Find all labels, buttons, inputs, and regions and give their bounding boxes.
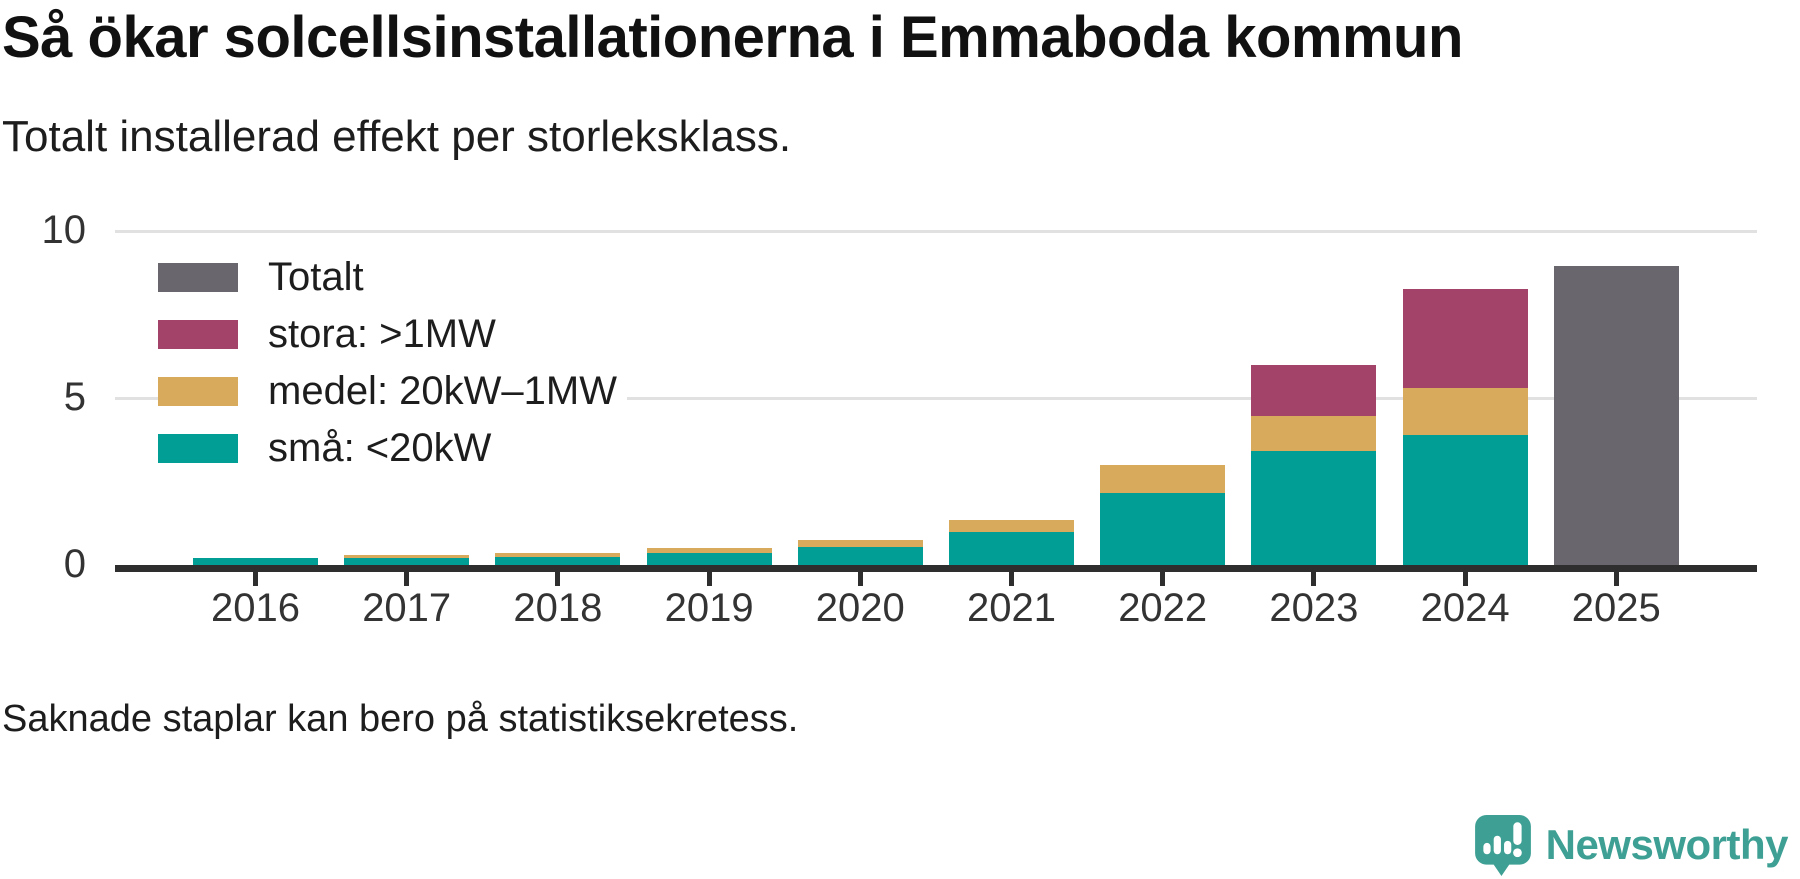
bar-2023-medel (1251, 416, 1377, 452)
x-label-2023: 2023 (1269, 586, 1359, 630)
gridline-y-5 (115, 397, 1757, 400)
x-tick-2024 (1462, 572, 1468, 586)
y-tick-label-0: 0 (63, 542, 86, 586)
x-label-2016: 2016 (211, 586, 300, 630)
x-label-2024: 2024 (1420, 586, 1510, 630)
legend-swatch (158, 433, 238, 463)
bar-2018-små (495, 556, 621, 565)
legend-swatch (158, 376, 238, 406)
legend-label: stora: >1MW (268, 312, 496, 356)
bar-2020-medel (797, 539, 923, 547)
x-label-2019: 2019 (664, 586, 754, 630)
bar-2024-stora (1402, 289, 1528, 388)
legend-item-stora: stora: >1MW (158, 312, 506, 356)
x-tick-2025 (1613, 572, 1619, 586)
legend-swatch (158, 319, 238, 349)
bar-2017-medel (344, 554, 470, 559)
brand-name: Newsworthy (1545, 821, 1789, 868)
chart-subtitle: Totalt installerad effekt per storlekskl… (2, 112, 792, 161)
x-tick-2019 (706, 572, 712, 586)
bar-2023-små (1251, 451, 1377, 565)
y-tick-label-10: 10 (41, 208, 87, 252)
x-label-2017: 2017 (362, 586, 452, 630)
x-label-2022: 2022 (1118, 586, 1208, 630)
x-tick-2017 (404, 572, 410, 586)
bar-2020-små (797, 546, 923, 565)
x-tick-2022 (1160, 572, 1166, 586)
footnote: Saknade staplar kan bero på statistiksek… (2, 698, 799, 740)
bar-2023-stora (1251, 364, 1377, 417)
bar-2018-medel (495, 552, 621, 557)
bar-2021-små (949, 531, 1074, 565)
legend-swatch (158, 262, 238, 292)
x-label-2021: 2021 (967, 586, 1056, 630)
legend-label: Totalt (268, 255, 364, 299)
legend-item-medel: medel: 20kW–1MW (158, 369, 627, 413)
bar-2021-medel (949, 519, 1074, 532)
x-tick-2020 (857, 572, 863, 586)
bar-2024-små (1402, 434, 1528, 565)
bar-2025-Totalt (1553, 266, 1679, 565)
x-label-2025: 2025 (1571, 586, 1661, 630)
legend-label: medel: 20kW–1MW (268, 369, 617, 413)
newsworthy-logo-icon (1474, 815, 1531, 876)
bar-2022-medel (1100, 464, 1226, 494)
legend-item-små: små: <20kW (158, 426, 502, 470)
bar-2022-små (1100, 493, 1226, 565)
chart-title: Så ökar solcellsinstallationerna i Emmab… (2, 5, 1463, 70)
x-tick-2016 (253, 572, 258, 586)
legend-item-Totalt: Totalt (158, 255, 374, 299)
bar-2024-medel (1402, 387, 1528, 435)
branding: Newsworthy (1474, 814, 1789, 876)
x-tick-2023 (1311, 572, 1317, 586)
legend: Totalt stora: >1MW medel: 20kW–1MW små: <20… (158, 255, 627, 488)
x-tick-2021 (1009, 572, 1014, 586)
x-axis-line (115, 565, 1757, 572)
gridline-y-10 (115, 230, 1757, 233)
bar-2017-små (344, 558, 470, 565)
y-tick-label-5: 5 (63, 375, 86, 419)
bar-2019-små (646, 553, 772, 565)
bar-2016-små (193, 558, 318, 565)
x-label-2018: 2018 (513, 586, 603, 630)
bar-2019-medel (646, 548, 772, 554)
x-label-2020: 2020 (815, 586, 905, 630)
x-tick-2018 (555, 572, 561, 586)
legend-label: små: <20kW (268, 426, 492, 470)
